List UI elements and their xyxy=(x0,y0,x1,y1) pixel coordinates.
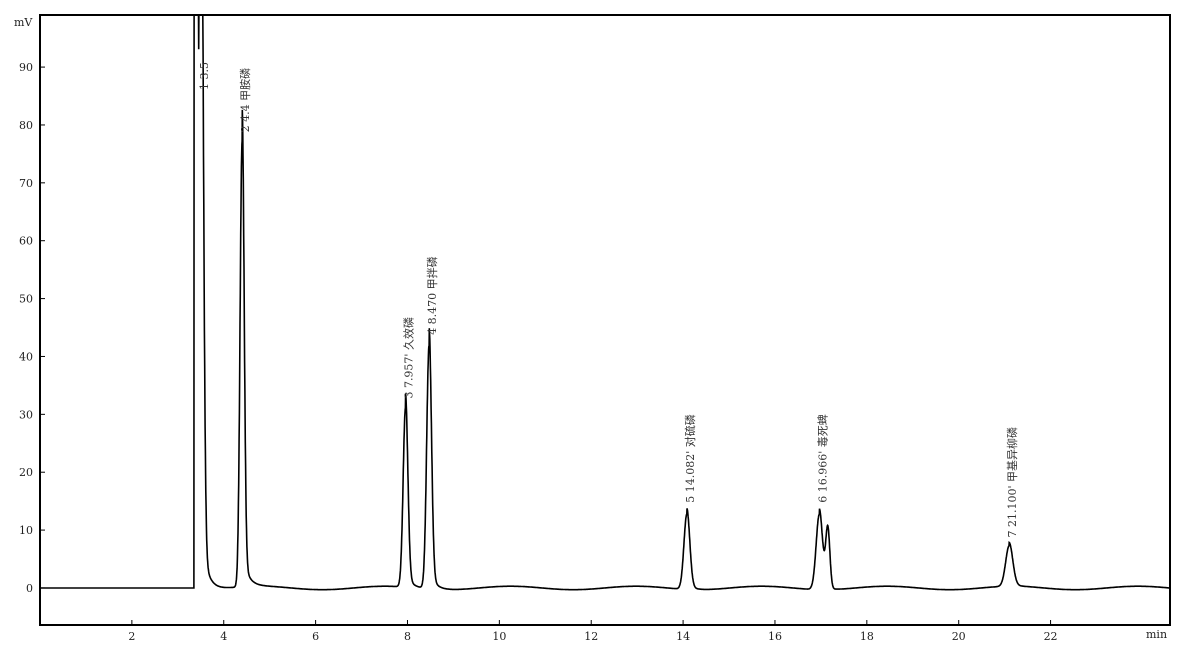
x-tick-label: 8 xyxy=(404,630,411,643)
y-axis-unit: mV xyxy=(14,16,33,29)
peak-label: 6 16.966' 毒死蜱 xyxy=(816,414,829,503)
x-tick-label: 10 xyxy=(492,630,506,643)
x-tick-label: 16 xyxy=(768,630,782,643)
y-tick-label: 80 xyxy=(19,119,33,132)
peak-label: 5 14.082' 对硫磷 xyxy=(683,414,697,503)
y-tick-label: 50 xyxy=(19,293,33,306)
x-tick-label: 6 xyxy=(312,630,319,643)
y-tick-label: 30 xyxy=(19,408,33,421)
y-tick-label: 20 xyxy=(19,466,33,479)
x-tick-label: 2 xyxy=(128,630,135,643)
y-tick-label: 70 xyxy=(19,177,33,190)
signal-trace xyxy=(40,14,1170,591)
x-tick-label: 14 xyxy=(676,630,690,643)
peak-label: 3 7.957' 久效磷 xyxy=(402,317,416,399)
x-axis-unit: min xyxy=(1146,628,1167,641)
x-tick-label: 22 xyxy=(1044,630,1058,643)
y-tick-label: 90 xyxy=(19,61,33,74)
x-tick-label: 18 xyxy=(860,630,874,643)
peak-label: 4 8.470 甲拌磷 xyxy=(425,256,439,334)
peak-label: 1 3.5 xyxy=(198,62,211,90)
peak-label: 7 21.100' 甲基异柳磷 xyxy=(1005,427,1019,538)
plot-frame xyxy=(39,14,1171,626)
peak-label: 2 4.4 甲胺磷 xyxy=(238,68,252,133)
y-tick-label: 40 xyxy=(19,350,33,363)
y-tick-label: 10 xyxy=(19,524,33,537)
y-tick-label: 60 xyxy=(19,235,33,248)
y-tick-label: 0 xyxy=(26,582,33,595)
x-tick-label: 20 xyxy=(952,630,966,643)
x-tick-label: 4 xyxy=(220,630,227,643)
x-tick-label: 12 xyxy=(584,630,598,643)
